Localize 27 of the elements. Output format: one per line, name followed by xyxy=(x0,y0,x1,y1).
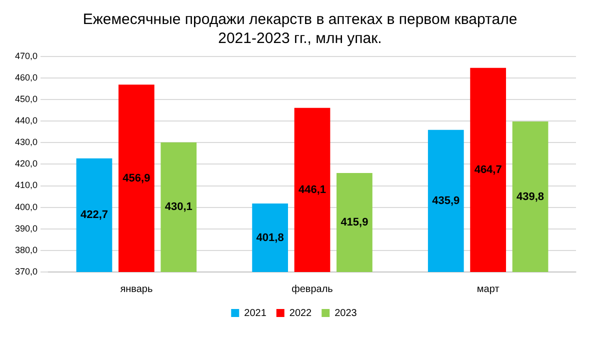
y-tick-label: 400,0 xyxy=(14,202,38,212)
data-label: 435,9 xyxy=(432,194,460,207)
y-tick-label: 390,0 xyxy=(14,223,38,234)
legend-label: 2022 xyxy=(289,308,312,319)
y-tick-label: 420,0 xyxy=(14,158,38,169)
chart-title: Ежемесячные продажи лекарств в аптеках в первом квартале 2021-2023 гг., млн упак. xyxy=(82,10,518,48)
data-label: 415,9 xyxy=(340,216,368,229)
data-label: 446,1 xyxy=(298,184,326,196)
data-label: 439,8 xyxy=(516,190,544,203)
x-tick-label: февраль xyxy=(292,284,333,295)
y-tick-label: 460,0 xyxy=(14,72,38,82)
y-tick-label: 410,0 xyxy=(14,180,38,190)
y-tick-label: 440,0 xyxy=(14,116,38,126)
x-tick-label: январь xyxy=(120,284,153,295)
y-tick-label: 470,0 xyxy=(14,50,38,61)
y-tick-label: 380,0 xyxy=(14,244,38,255)
data-label: 464,7 xyxy=(474,164,502,176)
data-label: 456,9 xyxy=(122,172,150,184)
data-label: 422,7 xyxy=(80,209,108,222)
data-label: 401,8 xyxy=(256,232,284,244)
data-label: 430,1 xyxy=(164,201,192,214)
legend-label: 2023 xyxy=(334,308,358,319)
legend-label: 2021 xyxy=(244,308,267,319)
y-tick-label: 370,0 xyxy=(14,266,38,276)
x-tick-label: март xyxy=(476,284,500,295)
y-tick-label: 450,0 xyxy=(14,94,38,104)
y-tick-label: 430,0 xyxy=(14,137,38,148)
